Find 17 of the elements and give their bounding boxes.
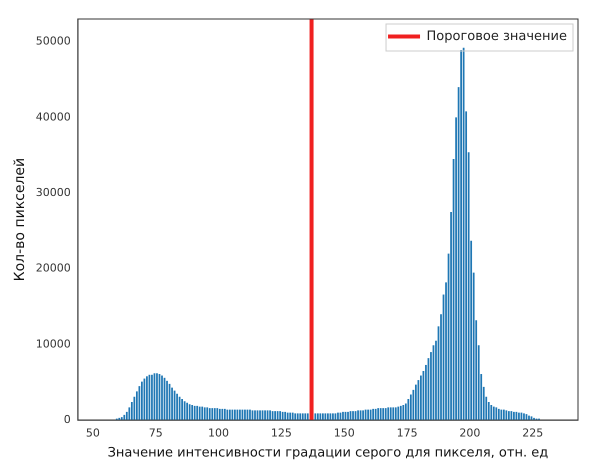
x-tick-label: 100 [208,426,230,440]
y-axis-title: Кол-во пикселей [12,158,28,282]
y-tick-label: 10000 [36,337,71,350]
x-axis-title: Значение интенсивности градации серого для пикселя, отн. ед [108,446,548,461]
y-tick-label: 30000 [36,186,71,199]
x-tick-label: 50 [86,426,100,440]
x-tick-label: 200 [459,426,480,440]
x-tick-label: 75 [148,426,163,440]
legend-label: Пороговое значение [426,28,567,44]
y-tick-label: 40000 [36,110,71,124]
x-tick-label: 175 [396,426,418,440]
x-tick-label: 125 [270,426,292,440]
x-tick-label: 150 [334,426,355,440]
y-tick-label: 50000 [36,34,71,48]
y-tick-label: 20000 [36,262,71,275]
y-tick-label: 0 [64,413,71,426]
x-tick-label: 225 [522,426,544,440]
